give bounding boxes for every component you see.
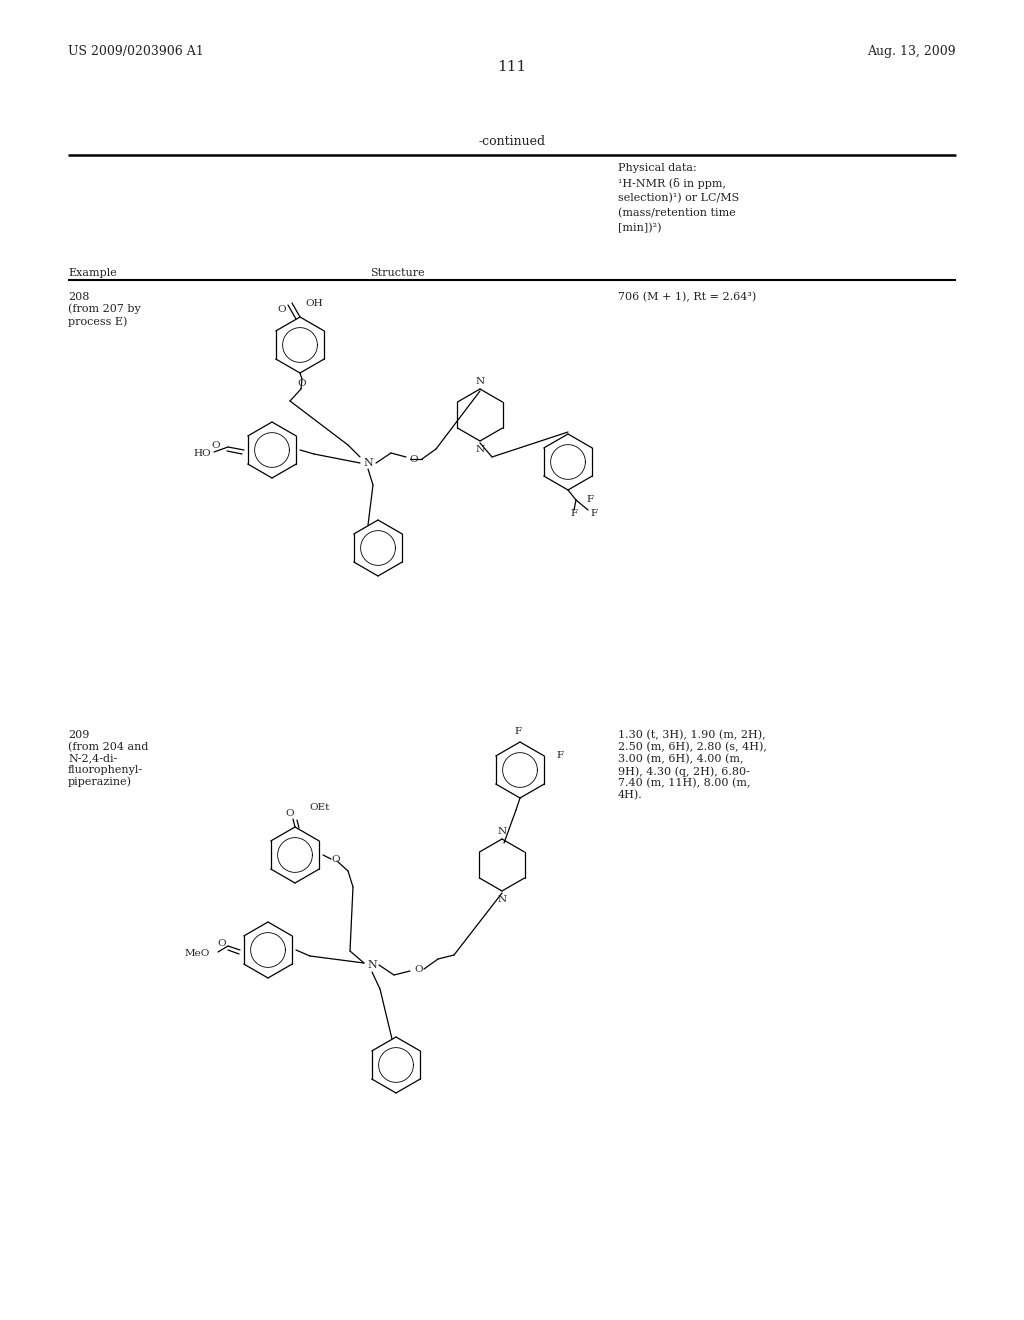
Text: -continued: -continued [478, 135, 546, 148]
Text: 209
(from 204 and
N-2,4-di-
fluorophenyl-
piperazine): 209 (from 204 and N-2,4-di- fluorophenyl… [68, 730, 148, 788]
Text: selection)¹) or LC/MS: selection)¹) or LC/MS [618, 193, 739, 203]
Text: [min])²): [min])²) [618, 223, 662, 234]
Text: O: O [410, 454, 419, 463]
Text: Aug. 13, 2009: Aug. 13, 2009 [867, 45, 956, 58]
Text: Example: Example [68, 268, 117, 279]
Text: N: N [368, 960, 377, 970]
Text: F: F [570, 510, 578, 519]
Text: N: N [498, 826, 507, 836]
Text: F: F [556, 751, 563, 760]
Text: O: O [212, 441, 220, 450]
Text: O: O [332, 855, 340, 865]
Text: N: N [364, 458, 373, 469]
Text: F: F [514, 727, 521, 737]
Text: N: N [498, 895, 507, 903]
Text: F: F [586, 495, 593, 504]
Text: O: O [278, 305, 287, 314]
Text: MeO: MeO [184, 949, 210, 958]
Text: Structure: Structure [370, 268, 425, 279]
Text: 1.30 (t, 3H), 1.90 (m, 2H),
2.50 (m, 6H), 2.80 (s, 4H),
3.00 (m, 6H), 4.00 (m,
9: 1.30 (t, 3H), 1.90 (m, 2H), 2.50 (m, 6H)… [618, 730, 767, 801]
Text: 706 (M + 1), Rt = 2.64³): 706 (M + 1), Rt = 2.64³) [618, 292, 757, 302]
Text: OEt: OEt [309, 803, 330, 812]
Text: O: O [415, 965, 423, 974]
Text: HO: HO [194, 450, 211, 458]
Text: ¹H-NMR (δ in ppm,: ¹H-NMR (δ in ppm, [618, 178, 726, 189]
Text: 208
(from 207 by
process E): 208 (from 207 by process E) [68, 292, 140, 326]
Text: Physical data:: Physical data: [618, 162, 696, 173]
Text: F: F [590, 510, 597, 519]
Text: N: N [475, 376, 484, 385]
Text: US 2009/0203906 A1: US 2009/0203906 A1 [68, 45, 204, 58]
Text: (mass/retention time: (mass/retention time [618, 209, 736, 218]
Text: OH: OH [305, 298, 323, 308]
Text: N: N [475, 445, 484, 454]
Text: O: O [286, 808, 294, 817]
Text: 111: 111 [498, 59, 526, 74]
Text: O: O [298, 379, 306, 388]
Text: O: O [217, 940, 226, 949]
